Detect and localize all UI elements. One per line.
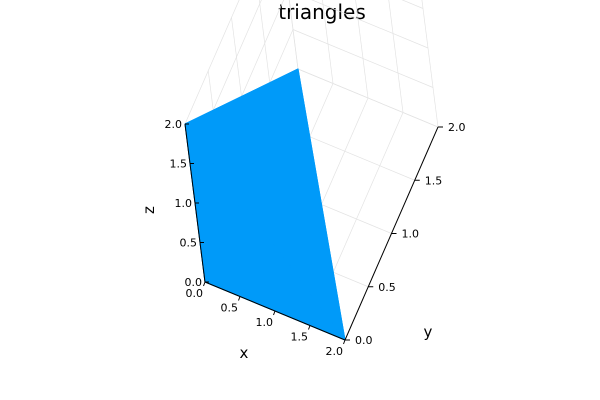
x-tick-mark bbox=[238, 296, 241, 301]
x-tick-label: 2.0 bbox=[326, 345, 344, 358]
tick-layer: 0.0 0.5 1.0 1.5 2.0 0.0 0.5 1.0 1.5 2.0 0.0 0.5 1.0 1… bbox=[165, 118, 466, 358]
y-tick-label: 1.0 bbox=[402, 228, 420, 241]
triangle-face-4 bbox=[184, 68, 346, 341]
x-tick-label: 0.0 bbox=[186, 287, 204, 300]
chart-title: triangles bbox=[278, 0, 366, 24]
x-tick-mark bbox=[343, 339, 346, 345]
surface-layer bbox=[184, 68, 346, 341]
y-axis-label: y bbox=[424, 323, 433, 341]
x-tick-label: 1.0 bbox=[256, 316, 274, 329]
x-axis-label: x bbox=[240, 344, 249, 362]
grid-line bbox=[355, 0, 369, 99]
z-tick-label: 2.0 bbox=[165, 118, 183, 131]
grid-line bbox=[322, 0, 334, 84]
z-tick-label: 0.5 bbox=[180, 237, 198, 250]
x-tick-mark bbox=[273, 310, 276, 316]
y-tick-label: 1.5 bbox=[425, 174, 443, 187]
y-tick-label: 0.0 bbox=[355, 334, 373, 347]
y-tick-label: 2.0 bbox=[448, 121, 466, 134]
z-tick-label: 1.0 bbox=[175, 197, 193, 210]
x-tick-label: 1.5 bbox=[291, 331, 309, 344]
x-tick-label: 0.5 bbox=[221, 302, 239, 315]
grid-line bbox=[184, 0, 240, 125]
z-axis-label: z bbox=[140, 206, 158, 214]
grid-line bbox=[388, 0, 404, 113]
y-tick-label: 0.5 bbox=[378, 281, 396, 294]
x-tick-mark bbox=[203, 281, 206, 287]
grid-line bbox=[288, 0, 299, 70]
x-tick-mark bbox=[308, 325, 311, 330]
z-tick-label: 0.0 bbox=[185, 276, 203, 289]
z-tick-label: 1.5 bbox=[170, 158, 188, 171]
grid-line bbox=[421, 0, 439, 128]
